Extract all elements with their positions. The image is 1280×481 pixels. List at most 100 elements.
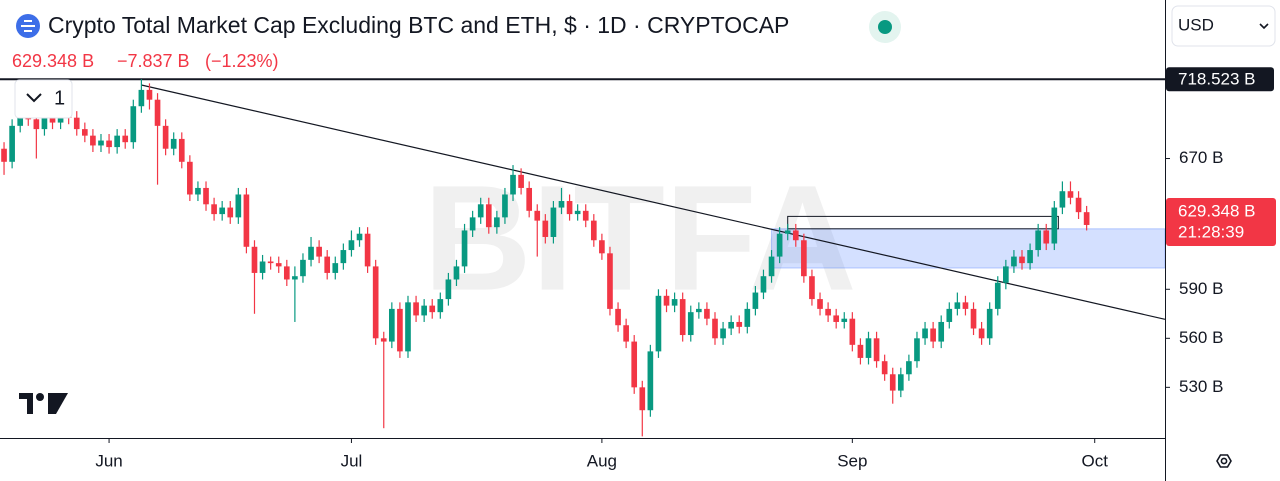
- candle-body: [502, 194, 508, 218]
- settings-icon-center: [1220, 457, 1228, 465]
- candle-body: [970, 308, 977, 329]
- candle-body: [906, 361, 912, 375]
- change-pct-header: (−1.23%): [205, 51, 279, 71]
- candle-body: [283, 266, 290, 280]
- candle-body: [784, 230, 791, 234]
- candle-body: [316, 246, 322, 257]
- candle-body: [41, 112, 48, 130]
- candle-body: [841, 318, 848, 322]
- candle-body: [1027, 250, 1033, 264]
- status-dot: [878, 20, 892, 34]
- currency-label: USD: [1178, 15, 1214, 34]
- candle-body: [162, 125, 169, 149]
- range-box: [787, 215, 1059, 230]
- candle-body: [671, 299, 678, 306]
- y-tick-label: 560 B: [1179, 328, 1223, 347]
- candle-body: [566, 201, 573, 215]
- candle-body: [389, 308, 395, 342]
- candle-body: [655, 295, 662, 352]
- candle-body: [235, 194, 242, 218]
- candle-body: [914, 338, 920, 362]
- candle-body: [251, 246, 258, 273]
- candle-body: [1051, 207, 1058, 244]
- chevron-icon: [26, 93, 42, 103]
- candle-body: [114, 135, 120, 148]
- candle-body: [429, 305, 436, 313]
- y-tick-label: 590 B: [1179, 279, 1223, 298]
- candle-body: [696, 308, 702, 313]
- candle-body: [954, 302, 961, 309]
- trendline: [141, 84, 1166, 320]
- candle-body: [639, 387, 646, 411]
- candle-body: [1043, 230, 1050, 244]
- candle-body: [615, 308, 621, 326]
- candle-body: [437, 299, 444, 313]
- candle-body: [203, 187, 209, 205]
- x-tick-label: Jun: [95, 451, 122, 470]
- candle-body: [33, 119, 40, 130]
- candle-body: [485, 204, 492, 228]
- candle-body: [801, 240, 807, 277]
- indicator-count: 1: [54, 87, 65, 109]
- candle-body: [663, 295, 670, 306]
- candle-body: [599, 240, 605, 254]
- candle-body: [356, 233, 363, 241]
- candle-body: [138, 89, 145, 107]
- candle-body: [170, 138, 177, 149]
- candle-body: [397, 308, 403, 352]
- candle-body: [494, 217, 500, 228]
- candle-body: [849, 318, 856, 345]
- candle-body: [98, 140, 104, 146]
- candle-body: [809, 276, 815, 300]
- candle-body: [1019, 256, 1025, 264]
- candle-body: [146, 89, 153, 100]
- candle-body: [922, 328, 928, 339]
- overlay: Crypto Total Market Cap Excluding BTC an…: [12, 5, 1276, 468]
- currency-select[interactable]: [1171, 5, 1276, 47]
- candle-body: [413, 302, 419, 316]
- candle-body: [477, 204, 484, 218]
- candle-body: [607, 253, 613, 309]
- candle-body: [994, 282, 1001, 309]
- indicator-toggle[interactable]: [14, 79, 73, 119]
- candle-body: [510, 174, 516, 195]
- candle-body: [9, 125, 15, 162]
- candle-body: [582, 210, 589, 221]
- candle-body: [364, 233, 371, 267]
- candle-body: [1011, 256, 1017, 267]
- candle-body: [776, 233, 783, 257]
- y-tick-label: 670 B: [1179, 148, 1223, 167]
- candle-body: [154, 99, 161, 126]
- candle-body: [324, 256, 331, 273]
- high-price-label: 718.523 B: [1178, 70, 1256, 89]
- candle-body: [195, 187, 201, 195]
- candle-body: [938, 321, 945, 342]
- candle-body: [187, 161, 193, 195]
- candle-body: [679, 299, 686, 336]
- candle-body: [631, 341, 638, 388]
- chart-title: Crypto Total Market Cap Excluding BTC an…: [48, 12, 789, 38]
- settings-icon[interactable]: [1216, 454, 1232, 468]
- last-price-tag: [1166, 197, 1276, 246]
- candle-body: [647, 351, 654, 411]
- candle-body: [1035, 230, 1041, 251]
- candle-body: [130, 106, 137, 143]
- candle-body: [292, 276, 298, 280]
- candle-body: [211, 204, 217, 215]
- candle-body: [259, 261, 266, 273]
- candle-body: [526, 187, 533, 211]
- candle-body: [1003, 266, 1009, 283]
- candle-body: [380, 338, 387, 342]
- candle-body: [453, 266, 460, 280]
- candle-body: [857, 344, 864, 358]
- candle-body: [308, 246, 314, 260]
- candle-body: [275, 263, 282, 267]
- candle-body: [590, 220, 597, 241]
- x-tick-label: Aug: [587, 451, 617, 470]
- watermark: BITFA: [423, 154, 856, 322]
- candle-body: [542, 220, 549, 237]
- candle-body: [720, 328, 726, 339]
- countdown-label: 21:28:39: [1178, 222, 1244, 241]
- candle-body: [946, 308, 953, 322]
